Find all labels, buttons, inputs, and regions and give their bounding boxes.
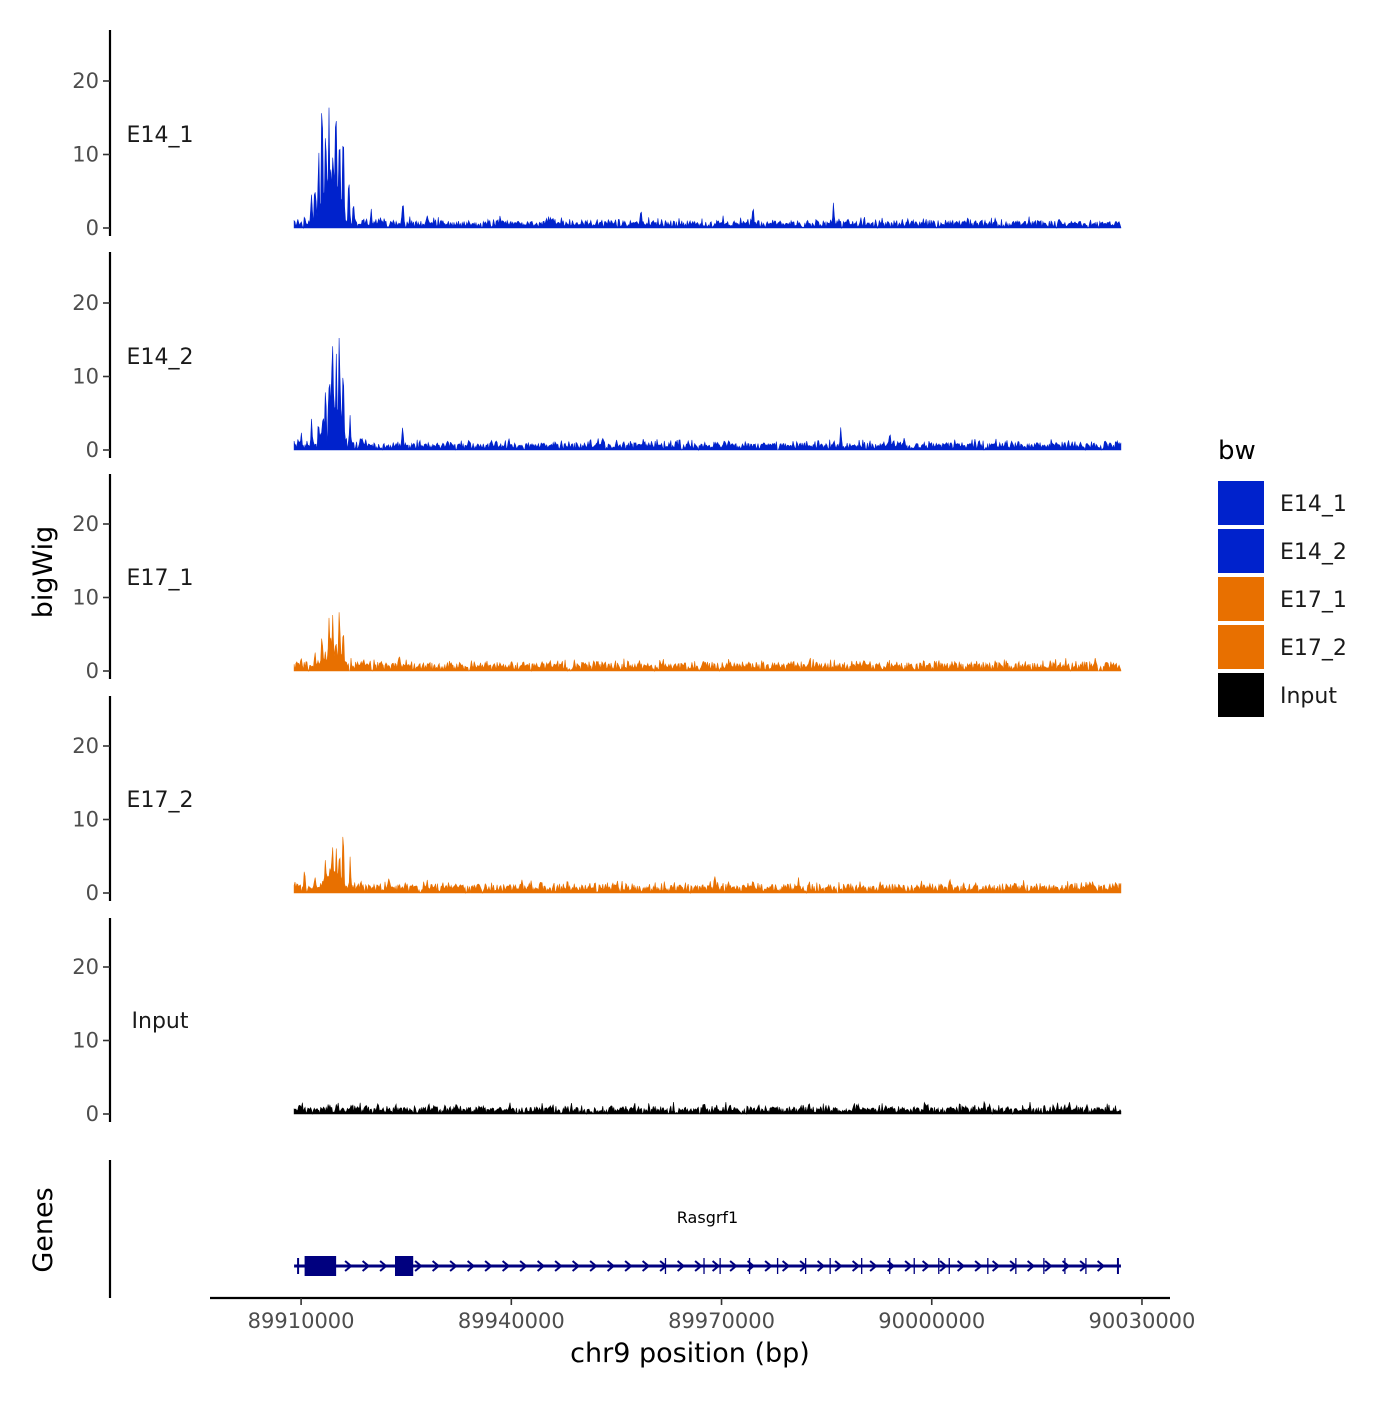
legend-swatch bbox=[1218, 625, 1264, 669]
y-tick-label: 0 bbox=[86, 1102, 99, 1126]
strand-arrow bbox=[431, 1260, 441, 1272]
signal-area bbox=[293, 107, 1122, 230]
strand-arrow bbox=[816, 1260, 826, 1272]
legend: bw E14_1 E14_2 E17_1 E17_2 Input bbox=[1218, 436, 1347, 717]
legend-swatch bbox=[1218, 529, 1264, 573]
track-e17-1: 0 10 20 E17_1 bbox=[72, 474, 1122, 683]
y-tick-label: 10 bbox=[72, 808, 99, 832]
signal-area bbox=[293, 612, 1122, 673]
x-tick-label: 90030000 bbox=[1089, 1309, 1196, 1333]
legend-label: E14_1 bbox=[1280, 492, 1347, 517]
signal-area bbox=[293, 337, 1122, 452]
strand-arrow bbox=[536, 1260, 546, 1272]
x-tick-label: 89910000 bbox=[248, 1309, 355, 1333]
exon-block bbox=[394, 1256, 414, 1276]
strand-arrow bbox=[956, 1260, 966, 1272]
x-tick-label: 89970000 bbox=[668, 1309, 775, 1333]
signal-area bbox=[293, 1100, 1122, 1115]
legend-label: E14_2 bbox=[1280, 540, 1347, 565]
y-tick-label: 0 bbox=[86, 216, 99, 240]
y-tick-label: 0 bbox=[86, 881, 99, 905]
strand-arrow bbox=[361, 1260, 371, 1272]
x-axis: 89910000 89940000 89970000 90000000 90030000… bbox=[210, 1296, 1196, 1369]
strand-arrow bbox=[851, 1260, 861, 1272]
strand-arrow bbox=[764, 1260, 773, 1272]
strand-arrow bbox=[781, 1260, 791, 1272]
strand-arrow bbox=[991, 1260, 1001, 1272]
strand-arrow bbox=[729, 1260, 738, 1272]
y-tick-label: 20 bbox=[72, 734, 99, 758]
strand-arrow bbox=[589, 1260, 598, 1272]
y-tick-label: 20 bbox=[72, 291, 99, 315]
strand-arrow bbox=[484, 1260, 493, 1272]
strand-arrow bbox=[676, 1260, 686, 1272]
track-label: E17_2 bbox=[127, 788, 194, 813]
legend-label: Input bbox=[1280, 684, 1337, 709]
track-label: E14_2 bbox=[127, 345, 194, 370]
strand-arrow bbox=[571, 1260, 581, 1272]
strand-arrow bbox=[921, 1260, 931, 1272]
strand-arrow bbox=[414, 1260, 423, 1272]
strand-arrow bbox=[1026, 1260, 1036, 1272]
track-e14-2: 0 10 20 E14_2 bbox=[72, 252, 1122, 462]
strand-arrow bbox=[711, 1260, 721, 1272]
legend-label: E17_1 bbox=[1280, 588, 1347, 613]
track-input: 0 10 20 Input bbox=[72, 918, 1122, 1126]
legend-swatch bbox=[1218, 481, 1264, 525]
y-axis-title: bigWig bbox=[28, 526, 59, 619]
gene-label: Rasgrf1 bbox=[677, 1208, 738, 1227]
strand-arrow bbox=[466, 1260, 476, 1272]
legend-label: E17_2 bbox=[1280, 636, 1347, 661]
strand-arrow bbox=[624, 1260, 633, 1272]
gene-panel-title: Genes bbox=[28, 1187, 59, 1272]
strand-arrow bbox=[974, 1260, 983, 1272]
strand-arrow bbox=[606, 1260, 616, 1272]
y-tick-label: 10 bbox=[72, 1029, 99, 1053]
y-tick-label: 20 bbox=[72, 69, 99, 93]
y-tick-label: 0 bbox=[86, 659, 99, 683]
y-tick-label: 20 bbox=[72, 512, 99, 536]
track-label: E17_1 bbox=[127, 566, 194, 591]
x-axis-title: chr9 position (bp) bbox=[570, 1338, 810, 1369]
strand-arrow bbox=[344, 1260, 353, 1272]
y-tick-label: 10 bbox=[72, 143, 99, 167]
exon-block bbox=[304, 1256, 337, 1276]
strand-arrow bbox=[1044, 1260, 1053, 1272]
strand-arrow bbox=[939, 1260, 948, 1272]
legend-swatch bbox=[1218, 577, 1264, 621]
y-tick-label: 0 bbox=[86, 438, 99, 462]
strand-arrow bbox=[1096, 1260, 1106, 1272]
signal-area bbox=[293, 836, 1122, 895]
strand-arrow bbox=[501, 1260, 511, 1272]
strand-arrow bbox=[641, 1260, 651, 1272]
strand-arrow bbox=[694, 1260, 703, 1272]
legend-title: bw bbox=[1218, 436, 1256, 466]
gene-panel: Genes Rasgrf1 bbox=[28, 1160, 1121, 1298]
x-tick-label: 89940000 bbox=[458, 1309, 565, 1333]
strand-arrow bbox=[869, 1260, 878, 1272]
strand-arrow bbox=[379, 1260, 388, 1272]
track-e17-2: 0 10 20 E17_2 bbox=[72, 696, 1122, 905]
y-tick-label: 10 bbox=[72, 365, 99, 389]
x-tick-label: 90000000 bbox=[878, 1309, 985, 1333]
strand-arrow bbox=[519, 1260, 528, 1272]
legend-swatch bbox=[1218, 673, 1264, 717]
strand-arrow bbox=[834, 1260, 843, 1272]
y-tick-label: 10 bbox=[72, 586, 99, 610]
strand-arrow bbox=[904, 1260, 913, 1272]
track-label: Input bbox=[132, 1009, 189, 1034]
track-e14-1: 0 10 20 E14_1 bbox=[72, 30, 1122, 240]
track-label: E14_1 bbox=[127, 123, 194, 148]
strand-arrow bbox=[449, 1260, 458, 1272]
y-tick-label: 20 bbox=[72, 955, 99, 979]
strand-arrow bbox=[554, 1260, 563, 1272]
